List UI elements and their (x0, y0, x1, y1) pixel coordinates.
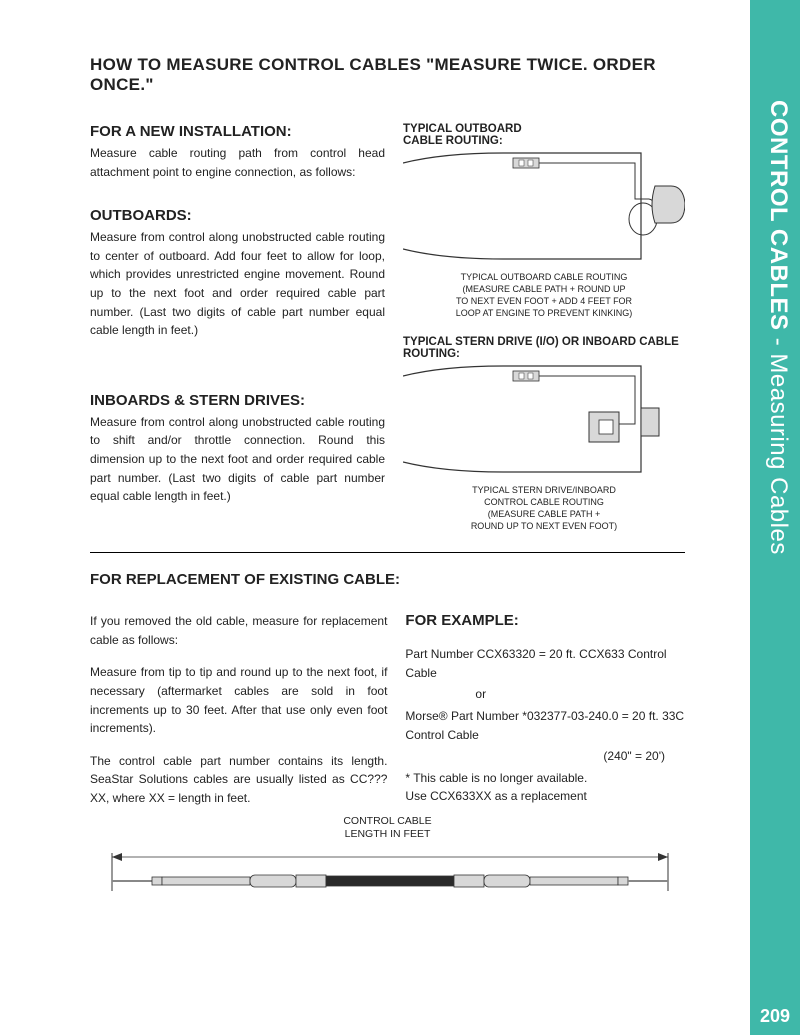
diag2-caption: TYPICAL STERN DRIVE/INBOARD CONTROL CABL… (403, 484, 685, 533)
page-content: HOW TO MEASURE CONTROL CABLES "MEASURE T… (0, 0, 750, 913)
example-or: or (405, 685, 685, 704)
cable-diagram (90, 841, 690, 913)
diag1-caption: TYPICAL OUTBOARD CABLE ROUTING (MEASURE … (403, 271, 685, 320)
sidebar-title: CONTROL CABLES - Measuring Cables (764, 100, 792, 555)
sidebar-title-bold: CONTROL CABLES (765, 100, 792, 331)
page-number: 209 (750, 1006, 800, 1027)
sidebar-tab: CONTROL CABLES - Measuring Cables 209 (750, 0, 800, 1035)
new-install-title: FOR A NEW INSTALLATION: (90, 123, 385, 140)
right-column: TYPICAL OUTBOARD CABLE ROUTING: TYPICAL … (403, 123, 685, 532)
cable-label: CONTROL CABLE LENGTH IN FEET (90, 815, 685, 840)
example-l2: Morse® Part Number *032377-03-240.0 = 20… (405, 707, 685, 744)
example-title: FOR EXAMPLE: (405, 612, 685, 629)
divider (90, 552, 685, 553)
example-l1: Part Number CCX63320 = 20 ft. CCX633 Con… (405, 645, 685, 682)
replacement-p3: The control cable part number contains i… (90, 752, 387, 808)
main-title: HOW TO MEASURE CONTROL CABLES "MEASURE T… (90, 55, 685, 95)
sidebar-title-light: - Measuring Cables (765, 331, 792, 555)
replacement-title: FOR REPLACEMENT OF EXISTING CABLE: (90, 571, 685, 588)
outboards-body: Measure from control along unobstructed … (90, 228, 385, 340)
lower-columns: If you removed the old cable, measure fo… (90, 612, 685, 807)
replacement-p1: If you removed the old cable, measure fo… (90, 612, 387, 649)
inboard-diagram (403, 364, 685, 482)
example-l3: (240" = 20') (405, 747, 685, 766)
outboard-diagram (403, 151, 685, 269)
replacement-left: If you removed the old cable, measure fo… (90, 612, 387, 807)
inboards-title: INBOARDS & STERN DRIVES: (90, 392, 385, 409)
new-install-body: Measure cable routing path from control … (90, 144, 385, 181)
upper-columns: FOR A NEW INSTALLATION: Measure cable ro… (90, 123, 685, 532)
inboards-body: Measure from control along unobstructed … (90, 413, 385, 506)
diag1-title: TYPICAL OUTBOARD CABLE ROUTING: (403, 123, 685, 147)
left-column: FOR A NEW INSTALLATION: Measure cable ro… (90, 123, 385, 532)
replacement-p2: Measure from tip to tip and round up to … (90, 663, 387, 737)
diag2-title: TYPICAL STERN DRIVE (I/O) OR INBOARD CAB… (403, 336, 685, 360)
example-l4: * This cable is no longer available. (405, 769, 685, 788)
example-l5: Use CCX633XX as a replacement (405, 787, 685, 806)
outboards-title: OUTBOARDS: (90, 207, 385, 224)
example-col: FOR EXAMPLE: Part Number CCX63320 = 20 f… (405, 612, 685, 807)
